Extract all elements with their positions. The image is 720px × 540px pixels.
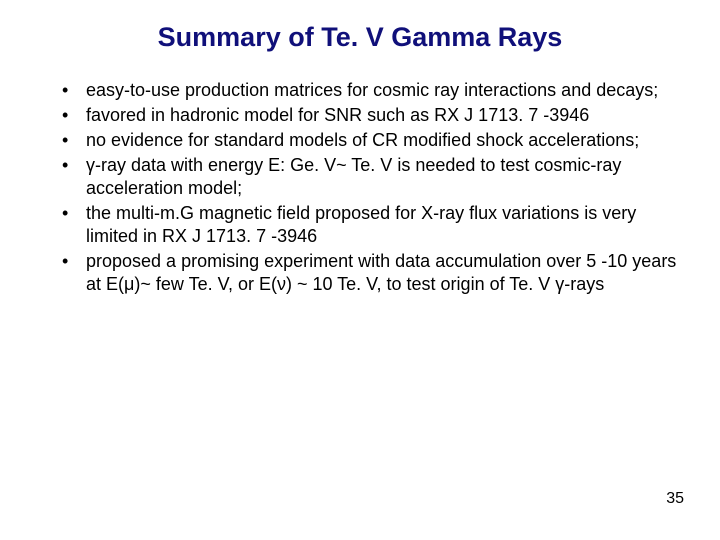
bullet-list: • easy-to-use production matrices for co… xyxy=(56,79,680,296)
bullet-text: the multi-m.G magnetic field proposed fo… xyxy=(86,203,636,246)
list-item: • the multi-m.G magnetic field proposed … xyxy=(56,202,680,248)
bullet-text: no evidence for standard models of CR mo… xyxy=(86,130,639,150)
page-number: 35 xyxy=(666,490,684,508)
bullet-icon: • xyxy=(62,79,68,102)
list-item: • easy-to-use production matrices for co… xyxy=(56,79,680,102)
bullet-text: proposed a promising experiment with dat… xyxy=(86,251,676,294)
bullet-icon: • xyxy=(62,202,68,225)
bullet-text: easy-to-use production matrices for cosm… xyxy=(86,80,658,100)
bullet-icon: • xyxy=(62,250,68,273)
list-item: • γ-ray data with energy E: Ge. V~ Te. V… xyxy=(56,154,680,200)
list-item: • no evidence for standard models of CR … xyxy=(56,129,680,152)
bullet-text: favored in hadronic model for SNR such a… xyxy=(86,105,589,125)
bullet-icon: • xyxy=(62,154,68,177)
slide-body: • easy-to-use production matrices for co… xyxy=(0,61,720,296)
bullet-icon: • xyxy=(62,129,68,152)
slide-title: Summary of Te. V Gamma Rays xyxy=(0,0,720,61)
bullet-text: γ-ray data with energy E: Ge. V~ Te. V i… xyxy=(86,155,621,198)
list-item: • favored in hadronic model for SNR such… xyxy=(56,104,680,127)
slide: Summary of Te. V Gamma Rays • easy-to-us… xyxy=(0,0,720,540)
list-item: • proposed a promising experiment with d… xyxy=(56,250,680,296)
bullet-icon: • xyxy=(62,104,68,127)
